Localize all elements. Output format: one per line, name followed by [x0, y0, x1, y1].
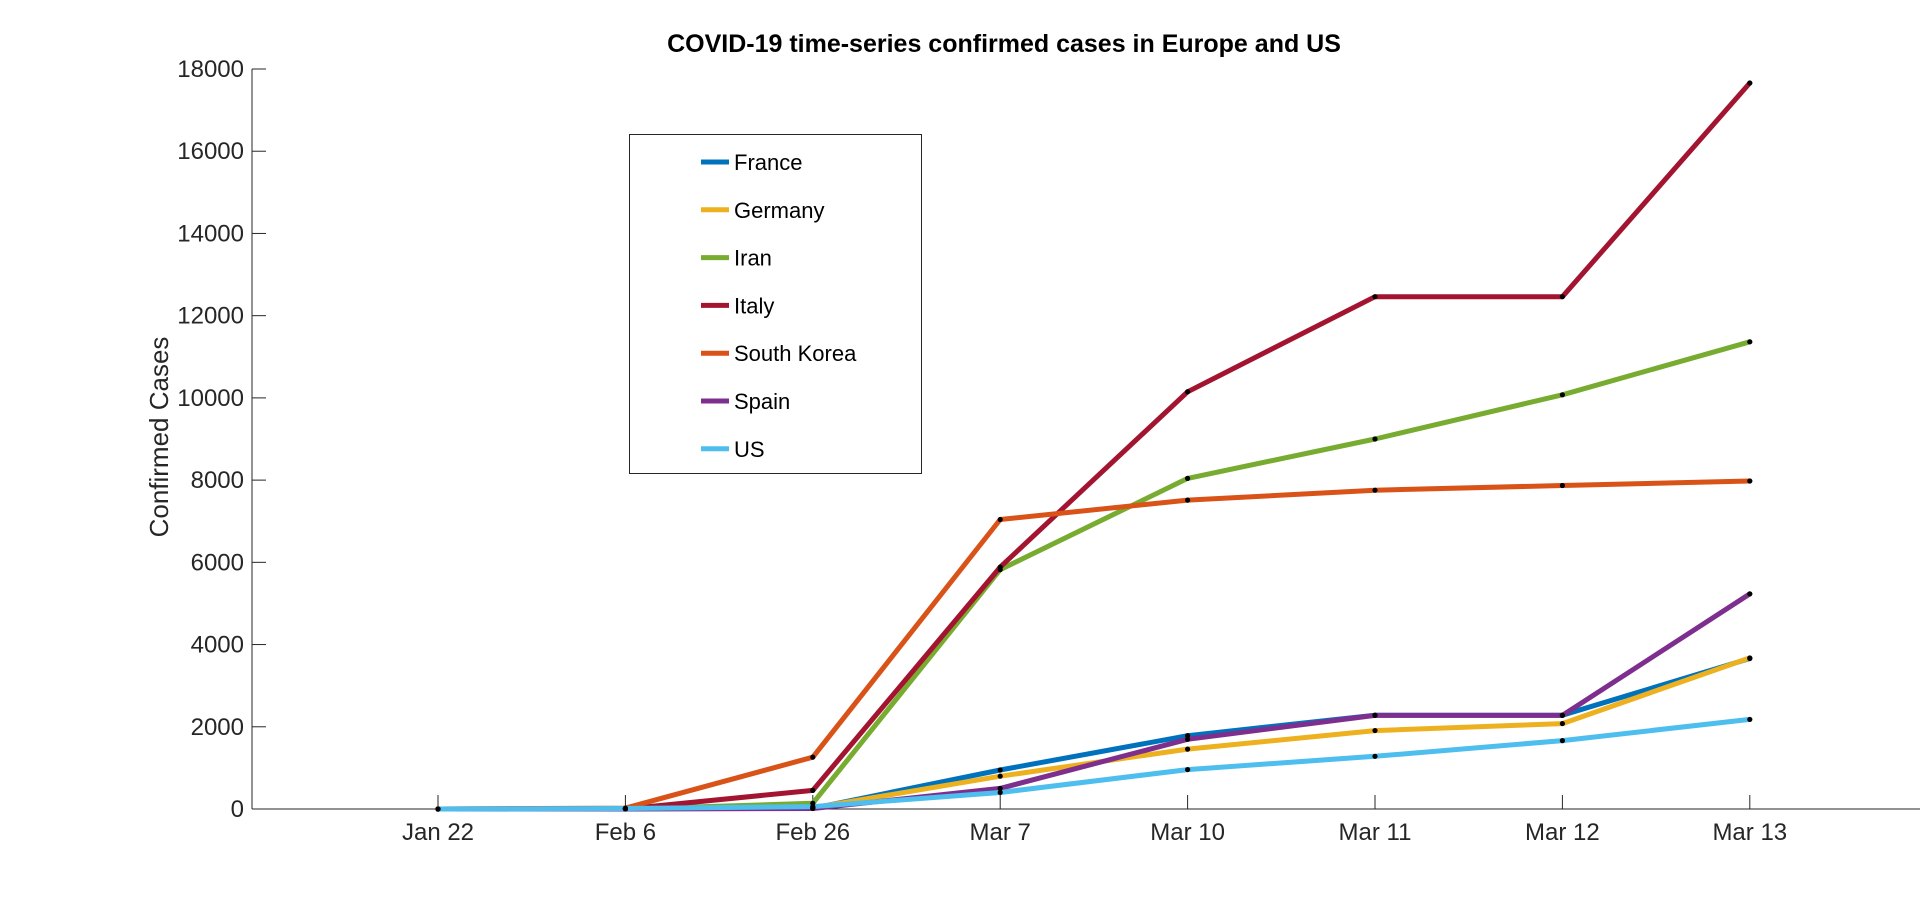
data-point-france — [1185, 733, 1191, 739]
y-tick-label: 12000 — [177, 303, 244, 330]
y-tick-label: 8000 — [191, 467, 244, 494]
legend-label-france: France — [734, 150, 802, 175]
y-tick-label: 14000 — [177, 220, 244, 247]
data-markers — [435, 80, 1753, 812]
data-point-us — [1747, 716, 1753, 723]
x-tick-label: Mar 12 — [1525, 819, 1600, 846]
data-point-germany — [1559, 720, 1565, 727]
x-tick-label: Mar 7 — [970, 819, 1031, 846]
y-tick-label: 18000 — [177, 56, 244, 83]
legend-label-spain: Spain — [734, 389, 790, 414]
y-tick-label: 4000 — [191, 632, 244, 659]
legend-label-us: US — [734, 437, 765, 462]
data-point-germany — [1185, 746, 1191, 752]
legend-box — [629, 134, 922, 474]
series-lines — [435, 80, 1753, 812]
data-point-us — [435, 806, 441, 812]
data-point-spain — [1559, 712, 1565, 718]
data-point-italy — [1185, 389, 1191, 395]
data-point-south-korea — [1747, 478, 1753, 484]
legend-entries: France Germany Iran Italy South Korea Spain US — [701, 150, 857, 462]
legend-label-iran: Iran — [734, 246, 772, 271]
legend-label-italy: Italy — [734, 293, 774, 318]
data-point-italy — [1747, 80, 1753, 86]
data-point-italy — [1372, 294, 1378, 300]
x-tick-label: Jan 22 — [402, 819, 474, 846]
series-line-south-korea — [435, 478, 1753, 812]
data-point-south-korea — [997, 516, 1003, 523]
y-tick-label: 6000 — [191, 549, 244, 576]
data-point-south-korea — [1559, 482, 1565, 489]
data-point-iran — [1185, 475, 1191, 481]
data-point-us — [997, 789, 1003, 796]
data-point-france — [997, 767, 1003, 773]
data-point-spain — [1185, 736, 1191, 742]
data-point-italy — [810, 787, 816, 793]
data-point-germany — [1747, 655, 1753, 661]
data-point-us — [1559, 738, 1565, 744]
y-tick-label: 16000 — [177, 138, 244, 165]
data-point-south-korea — [1372, 487, 1378, 493]
data-point-spain — [1372, 712, 1378, 718]
data-point-us — [1372, 753, 1378, 759]
y-tick-label: 10000 — [177, 385, 244, 412]
legend-label-germany: Germany — [734, 198, 824, 223]
chart-title: COVID-19 time-series confirmed cases in … — [667, 30, 1341, 58]
y-tick-label: 2000 — [191, 714, 244, 741]
data-point-spain — [1747, 591, 1753, 597]
x-tick-label: Mar 13 — [1712, 819, 1787, 846]
legend: France Germany Iran Italy South Korea Spain US — [629, 134, 922, 474]
legend-label-south-korea: South Korea — [734, 341, 857, 366]
x-axis: Jan 22 Feb 6 Feb 26 Mar 7 Mar 10 Mar 11 Mar 12… — [252, 795, 1920, 846]
data-point-iran — [1372, 436, 1378, 442]
data-point-iran — [1747, 339, 1753, 345]
data-point-us — [622, 805, 629, 812]
data-point-italy — [1559, 294, 1565, 300]
data-point-germany — [997, 773, 1003, 779]
data-point-germany — [1372, 727, 1378, 734]
data-point-us — [1185, 766, 1191, 773]
x-tick-label: Feb 26 — [775, 819, 850, 846]
y-axis: 0 2000 4000 6000 8000 10000 12000 14000 16000 180… — [177, 56, 266, 823]
data-point-italy — [997, 564, 1003, 570]
data-point-south-korea — [1185, 497, 1191, 503]
y-axis-label: Confirmed Cases — [144, 337, 174, 538]
data-point-us — [810, 803, 816, 810]
x-tick-label: Mar 10 — [1150, 819, 1225, 846]
data-point-spain — [997, 785, 1003, 792]
series-line-us — [435, 716, 1753, 812]
y-tick-label: 0 — [231, 796, 244, 823]
data-point-iran — [1559, 392, 1565, 398]
x-tick-label: Mar 11 — [1339, 819, 1412, 846]
x-tick-label: Feb 6 — [595, 819, 656, 846]
data-point-south-korea — [810, 754, 816, 760]
